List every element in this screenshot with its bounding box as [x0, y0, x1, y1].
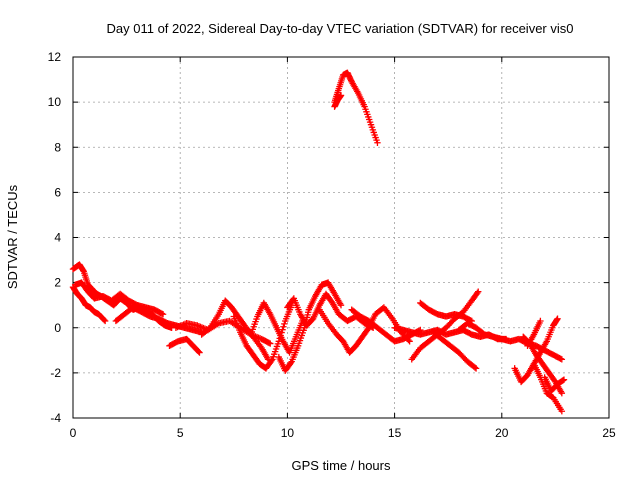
y-tick-label: -4 [50, 411, 61, 425]
y-axis-label: SDTVAR / TECUs [5, 184, 20, 289]
y-tick-label: 8 [54, 140, 61, 154]
data-point [475, 288, 482, 295]
data-point [280, 323, 287, 330]
series-track-23 [530, 315, 561, 368]
x-tick-label: 15 [388, 426, 402, 440]
data-point [406, 338, 413, 345]
series-track-10 [275, 279, 345, 374]
data-point [287, 359, 294, 367]
data-point [471, 364, 479, 371]
data-point [196, 349, 203, 356]
data-point [159, 311, 167, 318]
x-tick-label: 25 [602, 426, 616, 440]
series-track-13 [331, 69, 381, 146]
data-point [472, 365, 480, 372]
data-point [558, 408, 566, 415]
x-tick-label: 10 [281, 426, 295, 440]
data-point [268, 357, 275, 364]
data-point [374, 139, 381, 146]
data-point [101, 316, 108, 324]
data-point [560, 376, 568, 383]
series-track-18 [417, 299, 475, 325]
data-marks [69, 69, 568, 415]
series-track-5 [166, 335, 203, 356]
series-track-3 [71, 279, 167, 318]
data-point [537, 317, 544, 325]
data-point [337, 92, 345, 99]
y-tick-label: -2 [50, 366, 61, 380]
data-point [558, 356, 566, 363]
y-tick-label: 2 [54, 276, 61, 290]
y-tick-label: 12 [48, 50, 62, 64]
axis-ticks: 0 5 10 15 20 25 -4 -2 0 2 4 6 8 10 12 [48, 50, 616, 440]
y-tick-label: 10 [48, 95, 62, 109]
data-point [337, 301, 345, 309]
data-point [364, 325, 372, 333]
series-track-14 [331, 92, 345, 110]
series-track-2 [69, 283, 109, 325]
data-point [195, 348, 202, 355]
series-track-24 [541, 374, 568, 395]
data-point [101, 317, 109, 325]
chart-title: Day 011 of 2022, Sidereal Day-to-day VTE… [107, 21, 574, 36]
data-point [281, 320, 288, 328]
x-tick-label: 20 [495, 426, 509, 440]
series-track-25 [524, 317, 544, 349]
y-tick-label: 4 [54, 231, 61, 245]
series-track-19 [429, 329, 480, 372]
data-point [558, 389, 566, 397]
x-axis-label: GPS time / hours [292, 458, 391, 473]
series-track-12 [316, 304, 413, 356]
y-tick-label: 6 [54, 185, 61, 199]
y-tick-label: 0 [54, 321, 61, 335]
x-tick-label: 0 [70, 426, 77, 440]
x-tick-label: 5 [177, 426, 184, 440]
data-point [267, 340, 274, 347]
data-point [554, 315, 561, 322]
data-point [474, 289, 481, 297]
